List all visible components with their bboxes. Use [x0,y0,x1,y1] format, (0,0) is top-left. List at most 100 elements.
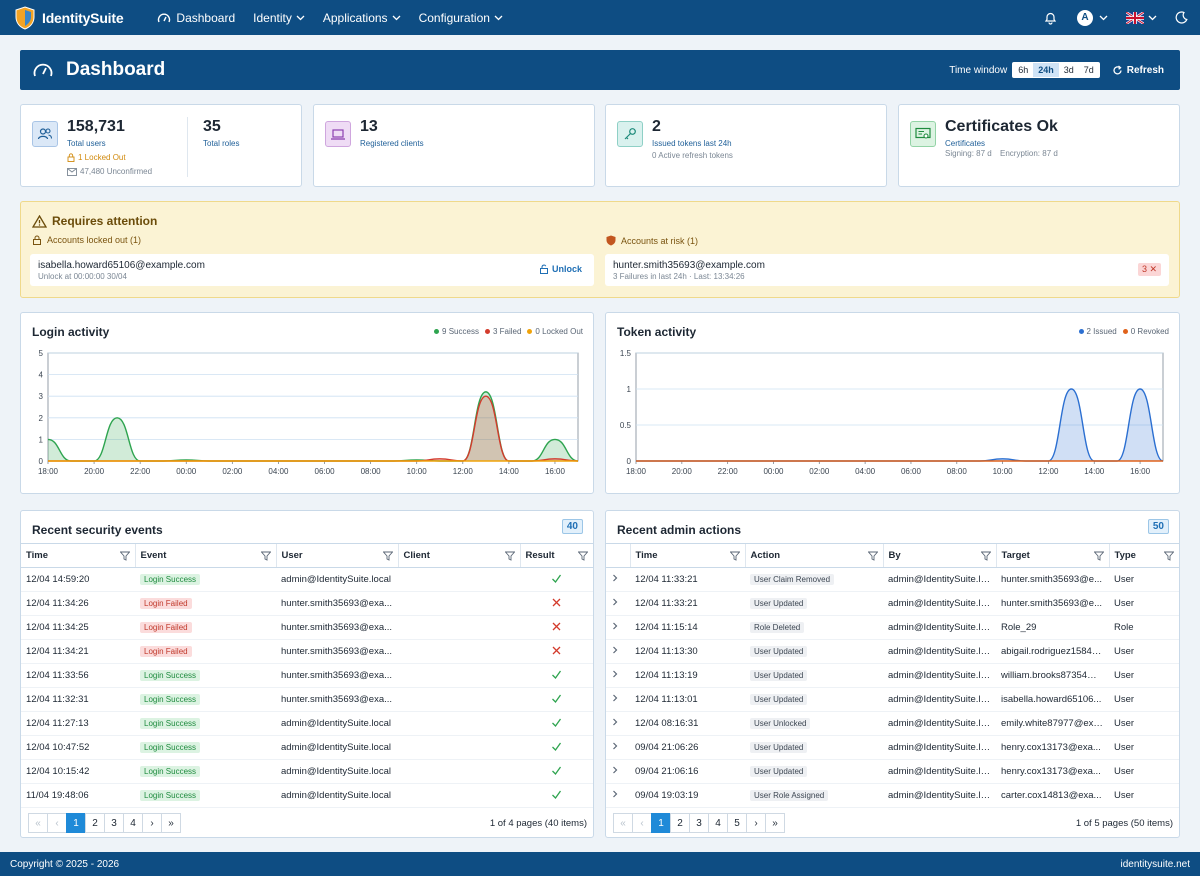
last-page-button[interactable]: » [161,813,181,833]
filter-icon[interactable] [1164,551,1174,561]
chevron-right-icon[interactable] [611,622,619,630]
table-row[interactable]: 12/04 10:47:52 Login Success admin@Identit… [21,735,593,760]
table-row[interactable]: 09/04 19:03:19 User Role Assigned admin@Id… [606,783,1179,808]
table-row[interactable]: 12/04 11:33:56 Login Success hunter.smith3… [21,663,593,688]
nav-identity[interactable]: Identity [253,11,305,25]
filter-icon[interactable] [578,551,588,561]
risk-failure-badge[interactable]: 3 ✕ [1137,263,1161,276]
next-page-button[interactable]: › [142,813,162,833]
col-user[interactable]: User [275,543,398,568]
col-event[interactable]: Event [134,543,276,568]
moon-icon[interactable] [1175,11,1188,24]
page-button[interactable]: 2 [85,813,105,833]
table-row[interactable]: 12/04 11:13:19 User Updated admin@Identity… [606,663,1179,688]
expand-cell[interactable] [606,711,630,736]
filter-icon[interactable] [867,551,878,561]
col-by[interactable]: By [882,543,996,568]
page-button[interactable]: 4 [708,813,728,833]
table-row[interactable]: 12/04 14:59:20 Login Success admin@Identit… [21,567,593,592]
stat-card-clients[interactable]: 13 Registered clients [313,104,595,187]
table-row[interactable]: 12/04 08:16:31 User Unlocked admin@Identit… [606,711,1179,736]
table-row[interactable]: 09/04 21:06:16 User Updated admin@Identity… [606,759,1179,784]
col-time[interactable]: Time [629,543,745,568]
chevron-right-icon[interactable] [611,742,619,750]
legend-locked[interactable]: 0 Locked Out [527,327,583,336]
expand-cell[interactable] [606,783,630,808]
filter-icon[interactable] [119,551,130,561]
time-option-7d[interactable]: 7d [1083,65,1094,75]
expand-cell[interactable] [606,759,630,784]
table-row[interactable]: 12/04 10:15:42 Login Success admin@Identit… [21,759,593,784]
time-option-6h[interactable]: 6h [1018,65,1029,75]
refresh-button[interactable]: Refresh [1112,65,1164,76]
chevron-down-icon[interactable] [1148,15,1157,21]
bell-icon[interactable] [1044,11,1057,25]
unlock-button[interactable]: Unlock [539,264,582,274]
page-button[interactable]: 1 [651,813,671,833]
uk-flag-icon[interactable] [1126,11,1144,24]
table-row[interactable]: 09/04 21:06:26 User Updated admin@Identity… [606,735,1179,760]
filter-icon[interactable] [729,551,740,561]
prev-page-button[interactable]: ‹ [632,813,652,833]
next-page-button[interactable]: › [746,813,766,833]
col-target[interactable]: Target [995,543,1109,568]
locked-out-count[interactable]: 1 Locked Out [67,153,126,162]
table-row[interactable]: 12/04 11:27:13 Login Success admin@Identit… [21,711,593,736]
filter-icon[interactable] [980,551,991,561]
filter-icon[interactable] [1093,551,1104,561]
last-page-button[interactable]: » [765,813,785,833]
page-button[interactable]: 3 [104,813,124,833]
chevron-right-icon[interactable] [611,574,619,582]
chevron-right-icon[interactable] [611,790,619,798]
time-option-24h[interactable]: 24h [1033,63,1059,77]
chevron-right-icon[interactable] [611,718,619,726]
expand-cell[interactable] [606,663,630,688]
col-action[interactable]: Action [744,543,883,568]
page-button[interactable]: 5 [727,813,747,833]
legend-revoked[interactable]: 0 Revoked [1122,327,1169,336]
nav-dashboard[interactable]: Dashboard [153,11,235,25]
filter-icon[interactable] [382,551,393,561]
table-row[interactable]: 12/04 11:32:31 Login Success hunter.smith3… [21,687,593,712]
legend-issued[interactable]: 2 Issued [1078,327,1117,336]
prev-page-button[interactable]: ‹ [47,813,67,833]
chevron-down-icon[interactable] [1099,15,1108,21]
stat-card-certificates[interactable]: Certificates Ok Certificates Signing: 87… [898,104,1180,187]
expand-cell[interactable] [606,687,630,712]
stat-card-tokens[interactable]: 2 Issued tokens last 24h 0 Active refres… [605,104,887,187]
table-row[interactable]: 11/04 19:48:06 Login Success admin@Identit… [21,783,593,808]
page-button[interactable]: 1 [66,813,86,833]
table-row[interactable]: 12/04 11:34:25 Login Failed hunter.smith35… [21,615,593,640]
chevron-right-icon[interactable] [611,598,619,606]
table-row[interactable]: 12/04 11:13:01 User Updated admin@Identity… [606,687,1179,712]
time-option-3d[interactable]: 3d [1063,65,1074,75]
table-row[interactable]: 12/04 11:13:30 User Updated admin@Identity… [606,639,1179,664]
expand-cell[interactable] [606,615,630,640]
table-row[interactable]: 12/04 11:33:21 User Claim Removed admin@Id… [606,567,1179,592]
page-button[interactable]: 4 [123,813,143,833]
filter-icon[interactable] [504,551,515,561]
stat-card-users[interactable]: 158,731 Total users 1 Locked Out 47,480 … [20,104,302,187]
filter-icon[interactable] [260,551,271,561]
first-page-button[interactable]: « [613,813,633,833]
chevron-right-icon[interactable] [611,670,619,678]
chevron-right-icon[interactable] [611,694,619,702]
col-client[interactable]: Client [397,543,520,568]
col-result[interactable]: Result [519,543,593,568]
table-row[interactable]: 12/04 11:34:21 Login Failed hunter.smith35… [21,639,593,664]
col-time[interactable]: Time [21,543,135,568]
legend-failed[interactable]: 3 Failed [484,327,521,336]
site-link[interactable]: identitysuite.net [1120,858,1191,870]
chevron-right-icon[interactable] [611,766,619,774]
expand-cell[interactable] [606,639,630,664]
nav-applications[interactable]: Applications [323,11,401,25]
chevron-right-icon[interactable] [611,646,619,654]
page-button[interactable]: 2 [670,813,690,833]
expand-cell[interactable] [606,735,630,760]
table-row[interactable]: 12/04 11:15:14 Role Deleted admin@Identity… [606,615,1179,640]
first-page-button[interactable]: « [28,813,48,833]
col-type[interactable]: Type [1108,543,1179,568]
expand-cell[interactable] [606,567,630,592]
expand-cell[interactable] [606,591,630,616]
legend-success[interactable]: 9 Success [434,327,479,336]
